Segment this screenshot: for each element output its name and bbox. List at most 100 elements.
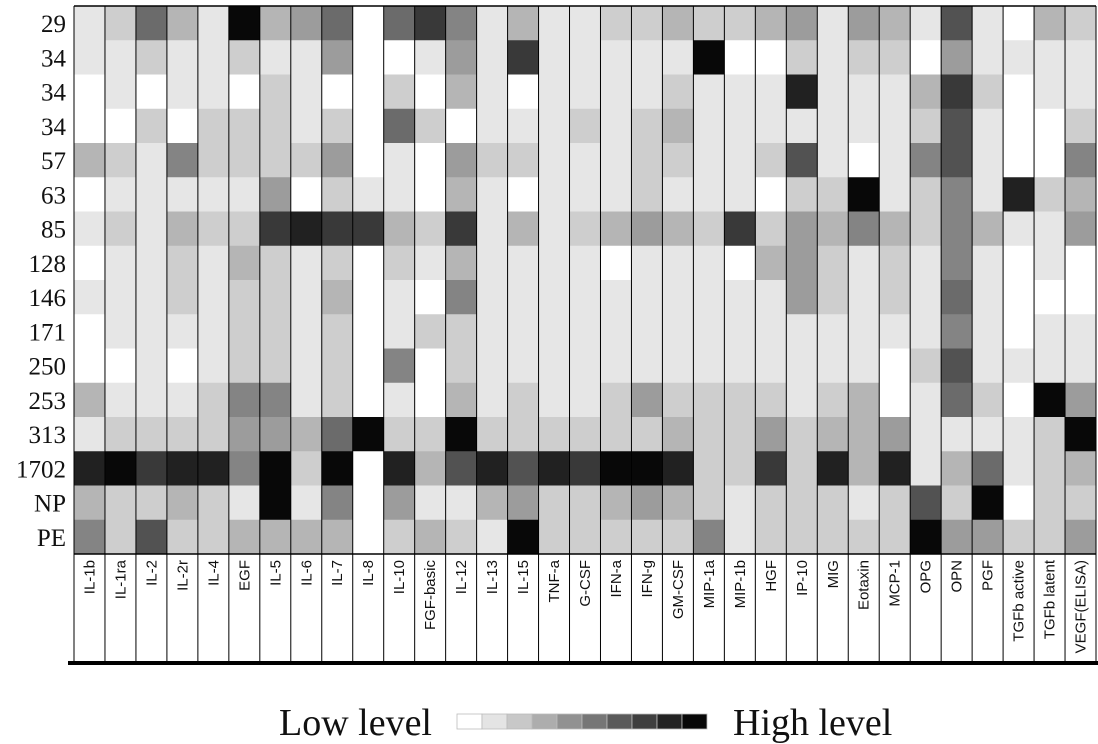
heatmap-cell bbox=[786, 143, 818, 178]
heatmap-cell bbox=[972, 519, 1004, 555]
heatmap-cell bbox=[972, 417, 1004, 452]
column-label: IL-15 bbox=[515, 560, 532, 594]
heatmap-cell bbox=[321, 211, 354, 247]
column-label: IL-10 bbox=[391, 560, 408, 594]
heatmap-cell bbox=[569, 485, 601, 521]
heatmap-cell bbox=[569, 519, 601, 555]
heatmap-cell bbox=[693, 417, 725, 452]
heatmap-cell bbox=[383, 314, 416, 349]
column-label: MIP-1a bbox=[701, 559, 718, 608]
heatmap-cell bbox=[1003, 519, 1035, 555]
heatmap-cell bbox=[476, 40, 508, 75]
heatmap-cell bbox=[104, 382, 137, 418]
heatmap-cell bbox=[507, 348, 539, 384]
heatmap-cell bbox=[104, 177, 137, 212]
heatmap-cell bbox=[538, 211, 570, 247]
heatmap-cell bbox=[74, 211, 106, 247]
legend-swatch bbox=[531, 713, 558, 730]
column-label: IL-6 bbox=[298, 560, 315, 586]
heatmap-cell bbox=[352, 382, 385, 418]
heatmap-cell bbox=[135, 74, 168, 110]
heatmap-cell bbox=[662, 519, 694, 555]
heatmap-cell bbox=[538, 382, 570, 418]
heatmap-cell bbox=[135, 485, 168, 521]
heatmap-cell bbox=[910, 485, 942, 521]
heatmap-cell bbox=[941, 314, 973, 349]
heatmap-cell bbox=[972, 485, 1004, 521]
heatmap-cell bbox=[476, 245, 508, 281]
heatmap-cell bbox=[259, 143, 292, 178]
heatmap-cell bbox=[755, 40, 787, 75]
heatmap-cell bbox=[1003, 245, 1035, 281]
heatmap-cell bbox=[414, 382, 447, 418]
heatmap-cell bbox=[166, 314, 199, 349]
heatmap-cell bbox=[569, 382, 601, 418]
column-label: IL-13 bbox=[484, 560, 501, 594]
heatmap-cell bbox=[445, 40, 478, 75]
heatmap-cell bbox=[879, 40, 911, 75]
heatmap-cell bbox=[166, 74, 199, 110]
heatmap-cell bbox=[104, 485, 137, 521]
heatmap-cell bbox=[538, 519, 570, 555]
heatmap-cell bbox=[817, 417, 849, 452]
heatmap-cell bbox=[786, 177, 818, 212]
heatmap-cell bbox=[972, 382, 1004, 418]
heatmap-cell bbox=[290, 177, 323, 212]
heatmap-cell bbox=[879, 143, 911, 178]
heatmap-cell bbox=[817, 280, 849, 315]
heatmap-cell bbox=[848, 245, 880, 281]
heatmap-cell bbox=[197, 417, 230, 452]
heatmap-cell bbox=[817, 451, 849, 486]
heatmap-cell bbox=[910, 74, 942, 110]
heatmap-cell bbox=[600, 6, 632, 41]
heatmap-cell bbox=[848, 314, 880, 349]
heatmap-cell bbox=[74, 485, 106, 521]
heatmap-cell bbox=[848, 417, 880, 452]
heatmap-cell bbox=[135, 177, 168, 212]
heatmap-cell bbox=[414, 280, 447, 315]
heatmap-cell bbox=[910, 382, 942, 418]
heatmap-cell bbox=[104, 245, 137, 281]
heatmap-cell bbox=[631, 245, 663, 281]
column-label: MIG bbox=[825, 560, 842, 588]
heatmap-cell bbox=[724, 485, 756, 521]
heatmap-cell bbox=[1034, 417, 1066, 452]
heatmap-cell bbox=[321, 382, 354, 418]
heatmap-cell bbox=[197, 314, 230, 349]
heatmap-cell bbox=[507, 108, 539, 144]
heatmap-cell bbox=[290, 417, 323, 452]
heatmap-cell bbox=[693, 40, 725, 75]
heatmap-cell bbox=[1065, 382, 1097, 418]
heatmap-cell bbox=[228, 177, 261, 212]
heatmap-cell bbox=[290, 382, 323, 418]
heatmap-cell bbox=[631, 417, 663, 452]
row-label: 1702 bbox=[16, 456, 66, 483]
heatmap-cell bbox=[228, 451, 261, 486]
heatmap-cell bbox=[414, 519, 447, 555]
heatmap-cell bbox=[662, 211, 694, 247]
heatmap-cell bbox=[972, 143, 1004, 178]
heatmap-cell bbox=[941, 6, 973, 41]
heatmap-cell bbox=[197, 40, 230, 75]
heatmap-cell bbox=[755, 245, 787, 281]
heatmap-cell bbox=[445, 6, 478, 41]
heatmap-cell bbox=[972, 280, 1004, 315]
heatmap-cell bbox=[197, 108, 230, 144]
heatmap-cell bbox=[910, 108, 942, 144]
heatmap-cell bbox=[352, 485, 385, 521]
heatmap-cell bbox=[166, 348, 199, 384]
heatmap-cell bbox=[197, 280, 230, 315]
heatmap-cell bbox=[135, 143, 168, 178]
heatmap-cell bbox=[1034, 519, 1066, 555]
heatmap-cell bbox=[786, 211, 818, 247]
row-label: 253 bbox=[29, 388, 67, 415]
heatmap-cell bbox=[383, 211, 416, 247]
heatmap-cell bbox=[600, 348, 632, 384]
heatmap-cell bbox=[476, 74, 508, 110]
heatmap-cell bbox=[135, 6, 168, 41]
heatmap-cell bbox=[817, 6, 849, 41]
heatmap-cell bbox=[972, 177, 1004, 212]
heatmap-cell bbox=[414, 451, 447, 486]
legend-low-label: Low level bbox=[279, 702, 432, 744]
heatmap-cell bbox=[817, 348, 849, 384]
